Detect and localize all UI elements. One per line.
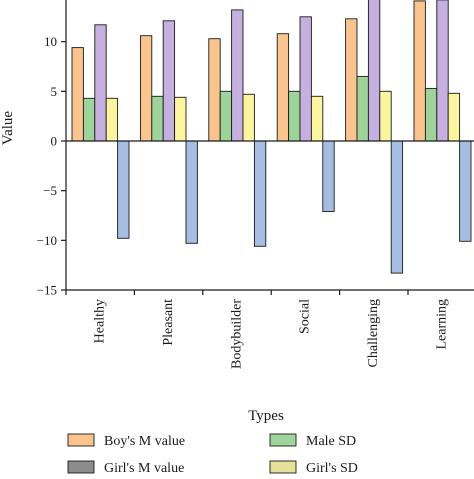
legend-swatch <box>269 460 297 474</box>
bar-challenging-series-1 <box>345 18 358 142</box>
axes-layer: −15−10−5051015HealthyPleasantBodybuilder… <box>37 0 474 369</box>
bar-bodybuilder-series-5 <box>253 140 267 247</box>
x-category-label: Healthy <box>93 299 108 343</box>
bar-social-series-1 <box>276 33 290 142</box>
bar-healthy-series-5 <box>117 140 130 239</box>
y-tick-label: −5 <box>43 183 57 198</box>
legend-swatch <box>67 433 95 447</box>
bar-social-series-5 <box>322 140 335 212</box>
bar-bodybuilder-series-1 <box>208 38 221 142</box>
bar-social-series-3 <box>299 16 312 142</box>
bar-learning-series-4 <box>447 92 461 142</box>
bar-pleasant-series-3 <box>162 20 176 142</box>
x-axis-title: Types <box>248 408 284 424</box>
bar-healthy-series-3 <box>94 24 107 142</box>
y-tick-label: 10 <box>44 34 57 49</box>
bar-bodybuilder-series-3 <box>231 9 244 142</box>
legend-swatch <box>269 433 297 447</box>
bar-healthy-series-2 <box>82 97 96 142</box>
bar-pleasant-series-4 <box>174 96 187 142</box>
bar-challenging-series-2 <box>356 75 369 142</box>
y-axis-title: Value <box>0 111 16 145</box>
bar-pleasant-series-5 <box>185 140 198 244</box>
y-tick-label: −10 <box>37 233 57 248</box>
y-tick-label: 5 <box>51 84 58 99</box>
bar-challenging-series-3 <box>367 0 381 142</box>
legend-swatch <box>67 460 95 474</box>
legend-label: Girl's M value <box>104 461 184 474</box>
bar-pleasant-series-1 <box>139 35 153 142</box>
bar-bodybuilder-series-4 <box>242 93 255 142</box>
legend-label: Male SD <box>306 434 356 449</box>
bar-healthy-series-1 <box>71 47 84 142</box>
legend-label: Boy's M value <box>104 434 185 449</box>
bar-learning-series-5 <box>459 140 472 242</box>
bar-bodybuilder-series-2 <box>219 90 233 142</box>
bar-learning-series-1 <box>413 0 426 142</box>
y-tick-label: 0 <box>51 134 58 149</box>
legend: Boy's M value Male SD Girl's M value Girl's… <box>67 433 358 476</box>
legend-label: Girl's SD <box>306 461 358 474</box>
x-category-label: Social <box>298 299 313 334</box>
bar-learning-series-2 <box>424 87 438 142</box>
y-tick-label: −15 <box>37 283 57 298</box>
x-category-label: Learning <box>435 299 450 350</box>
bar-healthy-series-4 <box>105 97 119 142</box>
bar-pleasant-series-2 <box>151 95 164 142</box>
bar-challenging-series-4 <box>379 90 392 142</box>
x-category-label: Challenging <box>366 299 381 367</box>
x-category-label: Pleasant <box>161 299 176 346</box>
bar-learning-series-3 <box>436 0 449 142</box>
bar-social-series-2 <box>288 90 301 142</box>
bar-challenging-series-5 <box>390 140 404 274</box>
bar-social-series-4 <box>310 95 324 142</box>
x-category-label: Bodybuilder <box>229 299 244 369</box>
